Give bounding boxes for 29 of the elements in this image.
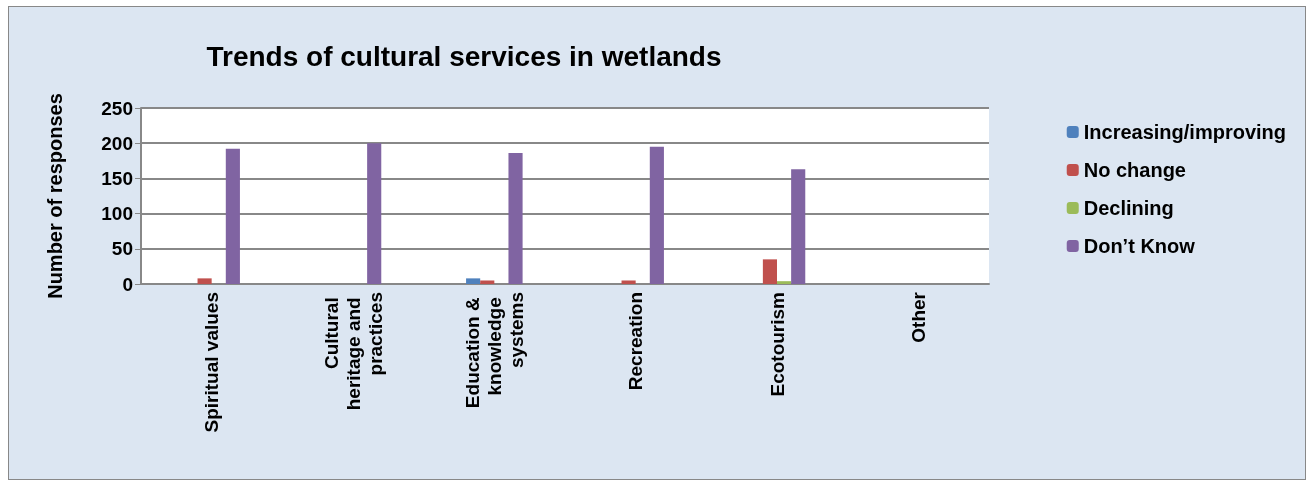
bar: [508, 153, 523, 284]
bar: [762, 259, 777, 284]
x-tick-label: Recreation: [625, 292, 647, 391]
bar: [197, 278, 212, 284]
y-tick-label: 50: [111, 238, 133, 260]
x-tick-label: Education & knowledge systems: [461, 292, 527, 409]
x-tick-label: Spiritual values: [201, 292, 223, 433]
bar: [791, 169, 806, 284]
bar: [466, 278, 481, 284]
bar: [777, 281, 792, 284]
bar: [649, 146, 664, 284]
y-tick-label: 250: [101, 97, 133, 119]
legend-label: No change: [1083, 159, 1186, 181]
y-tick-label: 100: [101, 203, 133, 225]
bar: [480, 280, 495, 284]
y-tick-label: 150: [101, 167, 133, 189]
legend-label: Increasing/improving: [1083, 121, 1286, 143]
legend-label: Declining: [1083, 197, 1174, 219]
bar: [367, 143, 382, 284]
bar: [225, 148, 240, 284]
bar: [621, 280, 636, 284]
x-tick-label: Cultural heritage and practices: [320, 292, 386, 411]
x-tick-label: Other: [907, 291, 929, 343]
x-tick-label: Ecotourism: [766, 292, 788, 397]
y-tick-label: 0: [122, 273, 133, 295]
y-axis-title: Number of responses: [44, 93, 66, 299]
legend-label: Don’t Know: [1083, 235, 1196, 257]
chart-title: Trends of cultural services in wetlands: [206, 40, 722, 72]
y-tick-label: 200: [101, 132, 133, 154]
